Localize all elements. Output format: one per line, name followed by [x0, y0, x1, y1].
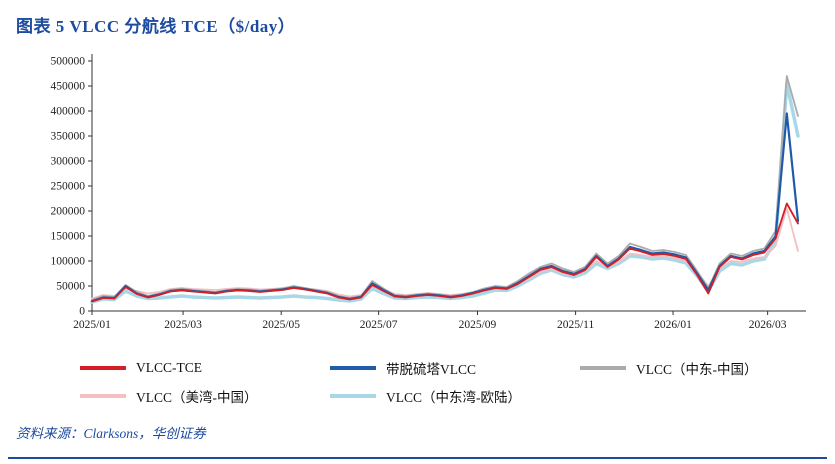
- footer-divider: [8, 457, 827, 459]
- legend-label: 带脱硫塔VLCC: [386, 362, 477, 377]
- svg-text:2025/07: 2025/07: [360, 319, 398, 331]
- chart-area: 0 50000 100000 150000 200000 250000 300000 3500…: [30, 47, 835, 352]
- svg-text:2026/03: 2026/03: [749, 319, 787, 331]
- legend-label: VLCC-TCE: [136, 360, 202, 375]
- svg-text:250000: 250000: [51, 181, 86, 193]
- legend-item: VLCC（中东-中国）: [580, 358, 835, 378]
- svg-text:2025/05: 2025/05: [262, 319, 300, 331]
- legend-label: VLCC（中东湾-欧陆）: [386, 390, 521, 405]
- legend-label: VLCC（美湾-中国）: [136, 390, 258, 405]
- svg-text:350000: 350000: [51, 131, 86, 143]
- svg-text:200000: 200000: [51, 206, 86, 218]
- svg-text:2025/01: 2025/01: [73, 319, 111, 331]
- legend-item: VLCC（美湾-中国）: [80, 386, 330, 406]
- svg-text:150000: 150000: [51, 231, 86, 243]
- svg-text:300000: 300000: [51, 156, 86, 168]
- chart-legend: VLCC-TCE 带脱硫塔VLCC VLCC（中东-中国） VLCC（美湾-中国） VL…: [80, 358, 835, 406]
- legend-swatch-line: [80, 394, 126, 398]
- legend-swatch-line: [580, 366, 626, 370]
- svg-text:500000: 500000: [51, 56, 86, 68]
- legend-item: VLCC-TCE: [80, 358, 330, 378]
- svg-text:400000: 400000: [51, 106, 86, 118]
- source-text: 资料来源：Clarksons，华创证券: [16, 426, 206, 441]
- svg-text:2025/03: 2025/03: [164, 319, 202, 331]
- tce-line-chart: 0 50000 100000 150000 200000 250000 300000 3500…: [51, 54, 806, 331]
- legend-swatch-line: [330, 366, 376, 370]
- legend-swatch-line: [330, 394, 376, 398]
- svg-text:2025/11: 2025/11: [557, 319, 595, 331]
- svg-text:50000: 50000: [56, 281, 85, 293]
- legend-label: VLCC（中东-中国）: [636, 362, 758, 377]
- svg-text:100000: 100000: [51, 256, 86, 268]
- legend-swatch-line: [80, 366, 126, 370]
- svg-text:2026/01: 2026/01: [654, 319, 692, 331]
- svg-text:450000: 450000: [51, 81, 86, 93]
- page-title: 图表 5 VLCC 分航线 TCE（$/day）: [16, 17, 296, 36]
- svg-text:0: 0: [79, 306, 85, 318]
- svg-text:2025/09: 2025/09: [459, 319, 497, 331]
- legend-item: 带脱硫塔VLCC: [330, 358, 580, 378]
- legend-item: VLCC（中东湾-欧陆）: [330, 386, 580, 406]
